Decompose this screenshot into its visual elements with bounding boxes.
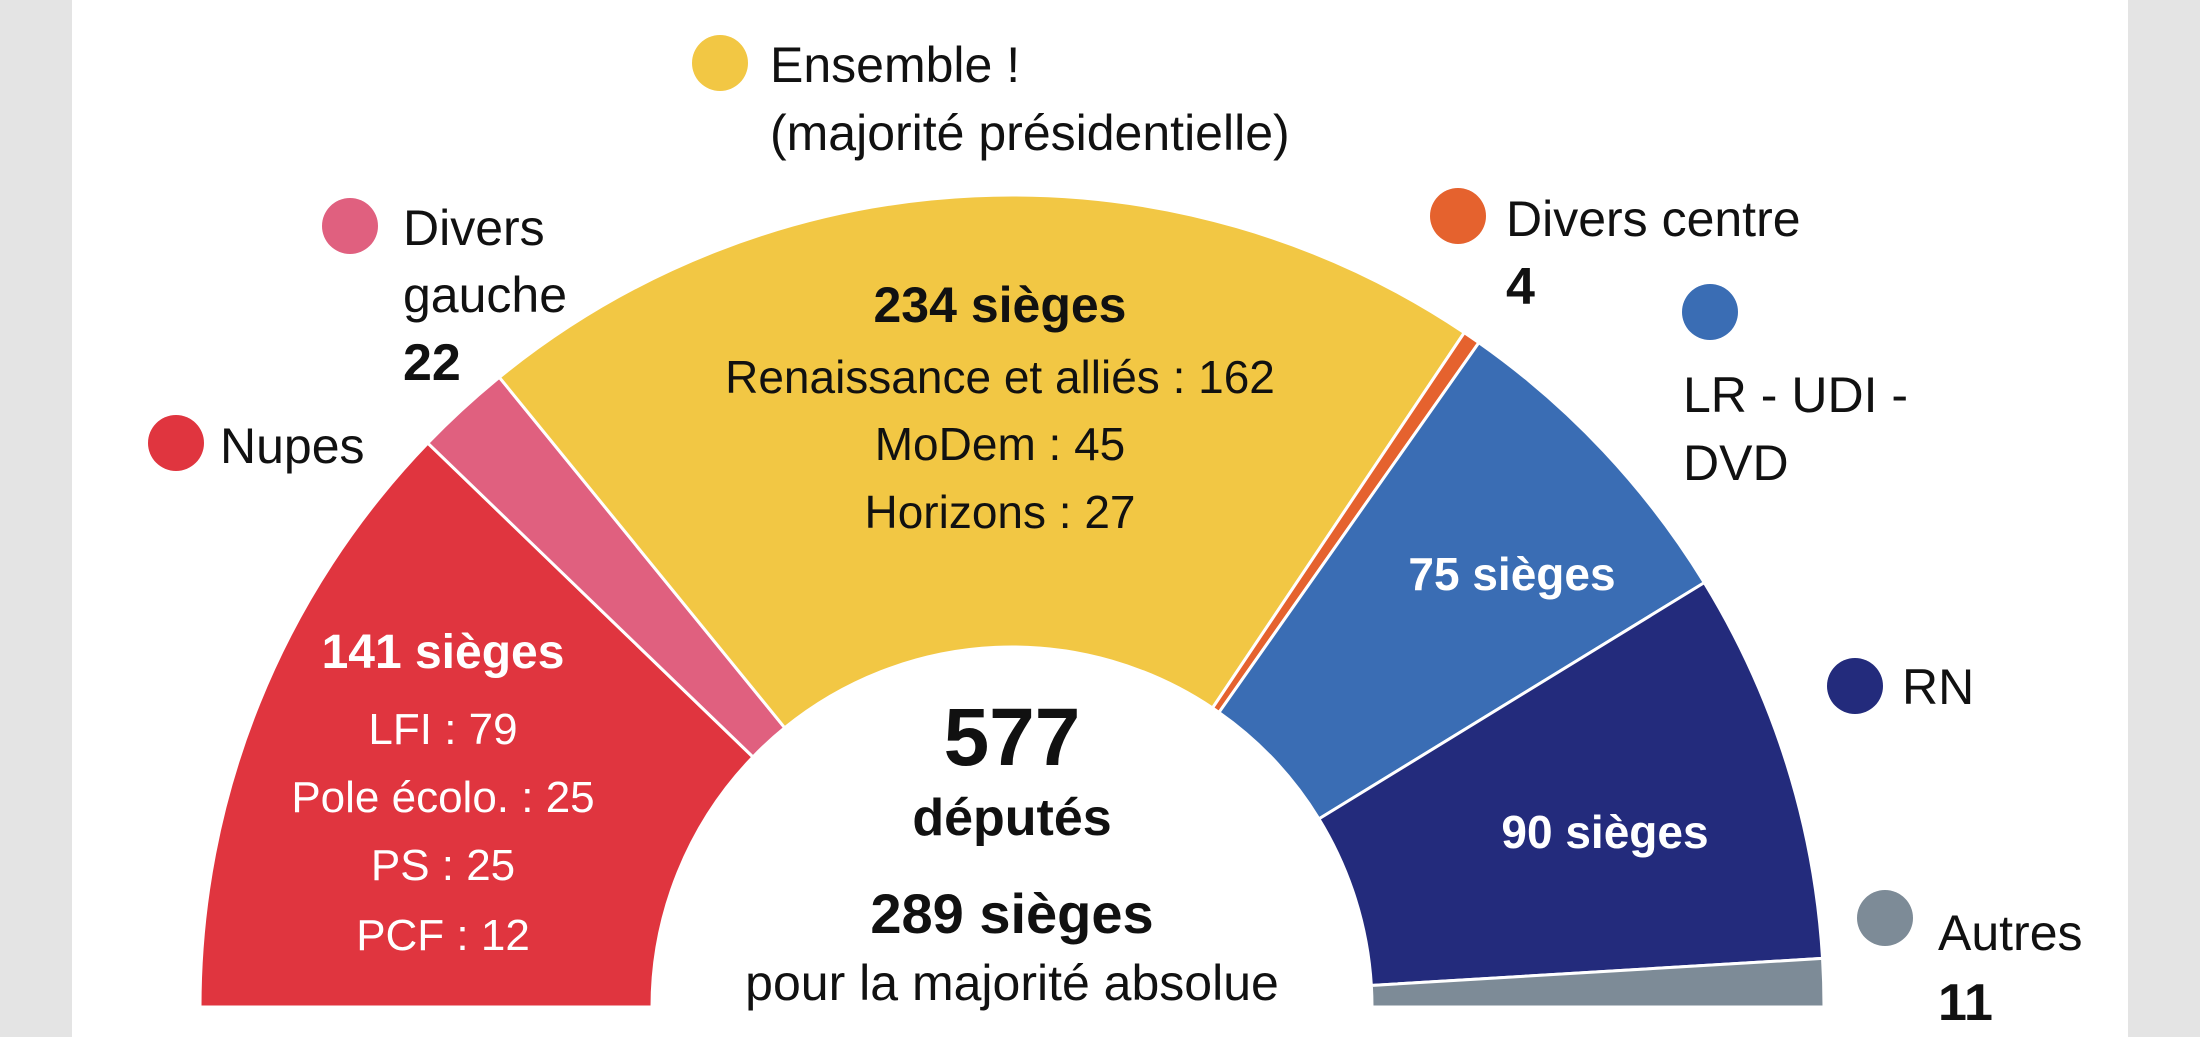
legend-nupes-swatch <box>148 415 204 471</box>
legend-ensemble-label-line2: (majorité présidentielle) <box>770 105 1290 161</box>
slice-autres <box>1369 956 1826 1009</box>
majority-seats-label: 289 sièges <box>870 882 1153 945</box>
lr-seats-label: 75 sièges <box>1408 548 1615 600</box>
slice-rn <box>1316 580 1825 988</box>
legend-lr-label-line1: LR - UDI - <box>1683 367 1908 423</box>
nupes-detail-lfi: LFI : 79 <box>368 705 517 754</box>
majority-description: pour la majorité absolue <box>745 955 1279 1011</box>
rn-seats-label: 90 sièges <box>1501 806 1708 858</box>
center-labels: 577 députés 289 sièges pour la majorité … <box>745 692 1279 1011</box>
ensemble-seats-label: 234 sièges <box>874 277 1127 333</box>
total-deputies-count: 577 <box>944 692 1081 783</box>
legend-autres-count: 11 <box>1938 974 1993 1032</box>
nupes-detail-pcf: PCF : 12 <box>356 911 530 960</box>
slice-ensemble-majorit-pr-sidentielle <box>497 193 1467 730</box>
ensemble-detail-renaissance: Renaissance et alliés : 162 <box>725 351 1275 403</box>
ensemble-detail-modem: MoDem : 45 <box>875 418 1126 470</box>
legend-rn: RN <box>1827 658 1974 715</box>
legend-autres-label: Autres <box>1938 905 2083 961</box>
nupes-detail-pole-ecolo: Pole écolo. : 25 <box>291 773 594 822</box>
legend-divers-centre: Divers centre 4 <box>1430 188 1801 316</box>
legend-lr-label-line2: DVD <box>1683 435 1789 491</box>
legend-divers-centre-count: 4 <box>1506 258 1535 316</box>
legend-ensemble: Ensemble ! (majorité présidentielle) <box>692 35 1290 161</box>
legend-divers-gauche-count: 22 <box>403 334 461 392</box>
legend-divers-gauche-label-line2: gauche <box>403 267 567 323</box>
legend-rn-label: RN <box>1902 659 1974 715</box>
legend-divers-centre-label: Divers centre <box>1506 191 1801 247</box>
legend-divers-gauche-swatch <box>322 198 378 254</box>
nupes-slice-labels: 141 sièges LFI : 79 Pole écolo. : 25 PS … <box>291 626 594 960</box>
legend-lr-swatch <box>1682 284 1738 340</box>
legend-autres: Autres 11 <box>1857 890 2083 1032</box>
nupes-detail-ps: PS : 25 <box>371 841 515 890</box>
ensemble-slice-labels: 234 sièges Renaissance et alliés : 162 M… <box>725 277 1275 538</box>
legend-autres-swatch <box>1857 890 1913 946</box>
legend-rn-swatch <box>1827 658 1883 714</box>
legend-divers-gauche: Divers gauche 22 <box>322 198 567 392</box>
legend-lr-udi-dvd: LR - UDI - DVD <box>1682 284 1908 491</box>
ensemble-detail-horizons: Horizons : 27 <box>864 486 1135 538</box>
legend-ensemble-swatch <box>692 35 748 91</box>
legend-divers-gauche-label-line1: Divers <box>403 200 545 256</box>
legend-nupes-label: Nupes <box>220 418 365 474</box>
total-deputies-unit: députés <box>912 789 1111 847</box>
legend-nupes: Nupes <box>148 415 365 474</box>
nupes-seats-label: 141 sièges <box>322 626 565 679</box>
slice-nupes <box>198 440 756 1009</box>
legend-divers-centre-swatch <box>1430 188 1486 244</box>
legend-ensemble-label-line1: Ensemble ! <box>770 37 1020 93</box>
hemicycle-slices <box>198 193 1826 1009</box>
